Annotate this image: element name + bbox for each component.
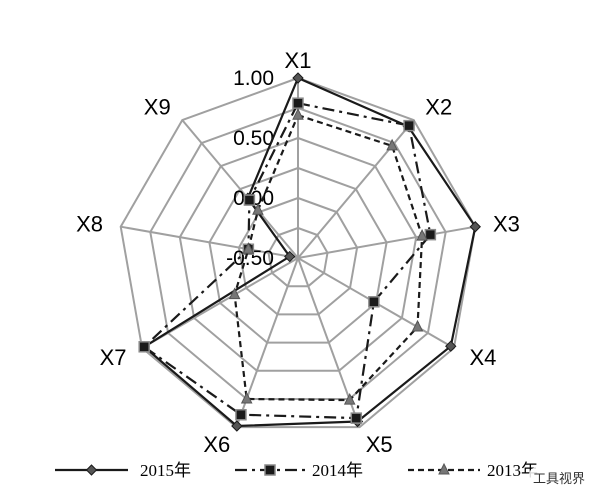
radial-tick-labels: 1.000.500.00-0.50 <box>226 67 274 270</box>
axis-label-x4: X4 <box>470 345 497 370</box>
tick-label: 0.50 <box>233 127 274 150</box>
data-point <box>228 287 241 300</box>
grid-spoke <box>297 119 415 259</box>
data-point <box>403 119 415 132</box>
legend-item-1: 2015年 <box>55 461 191 480</box>
grid-ring <box>149 106 447 400</box>
data-point <box>438 462 450 475</box>
grid-spoke <box>297 225 476 259</box>
data-point <box>292 97 304 109</box>
data-point <box>264 464 276 476</box>
series-line <box>143 76 477 428</box>
data-point <box>416 229 428 241</box>
data-point <box>240 391 253 404</box>
data-point <box>138 341 150 353</box>
data-point <box>292 108 304 120</box>
grid-spoke <box>181 119 299 259</box>
data-point <box>368 296 380 308</box>
legend-label: 2013年 <box>487 461 538 480</box>
axis-label-x2: X2 <box>425 94 452 119</box>
series-3 <box>228 108 428 405</box>
axis-label-x7: X7 <box>100 345 127 370</box>
axis-label-x1: X1 <box>285 48 312 73</box>
data-point <box>252 203 264 215</box>
axis-label-x9: X9 <box>144 94 171 119</box>
tick-label: -0.50 <box>226 247 274 270</box>
data-point <box>85 464 98 476</box>
legend-label: 2014年 <box>312 461 363 480</box>
data-point <box>231 420 243 432</box>
data-point <box>386 138 398 151</box>
grid-spoke <box>120 225 299 259</box>
grid-ring <box>119 76 477 429</box>
axis-label-x5: X5 <box>366 432 393 457</box>
legend-label: 2015年 <box>140 461 191 480</box>
series-line <box>143 102 432 420</box>
data-point <box>243 194 256 206</box>
data-point <box>469 221 481 233</box>
tick-label: 1.00 <box>233 67 274 90</box>
series-1 <box>138 72 481 432</box>
data-point <box>343 392 356 405</box>
data-point <box>424 228 437 241</box>
grid-ring <box>267 226 329 288</box>
legend-item-2: 2014年 <box>235 461 363 480</box>
axis-label-x6: X6 <box>203 432 230 457</box>
axis-label-x8: X8 <box>76 212 103 237</box>
data-point <box>242 242 255 254</box>
series-layer <box>138 72 481 432</box>
data-point <box>411 319 424 332</box>
watermark: 工具视界 <box>528 467 589 488</box>
legend-item-3: 2013年 <box>408 461 538 480</box>
radar-grid <box>119 76 477 429</box>
legend: 2015年 2014年 2013年 <box>55 461 538 480</box>
series-line <box>233 114 424 402</box>
axis-labels: X1 X2 X3 X4 X5 X6 X7 X8 X9 <box>76 48 520 457</box>
data-point <box>350 412 363 424</box>
data-point <box>445 340 457 352</box>
grid-ring <box>178 136 418 372</box>
data-point <box>235 408 247 421</box>
data-point <box>284 250 296 263</box>
data-point <box>292 72 304 84</box>
grid-ring <box>208 166 388 344</box>
axis-label-x3: X3 <box>493 212 520 237</box>
